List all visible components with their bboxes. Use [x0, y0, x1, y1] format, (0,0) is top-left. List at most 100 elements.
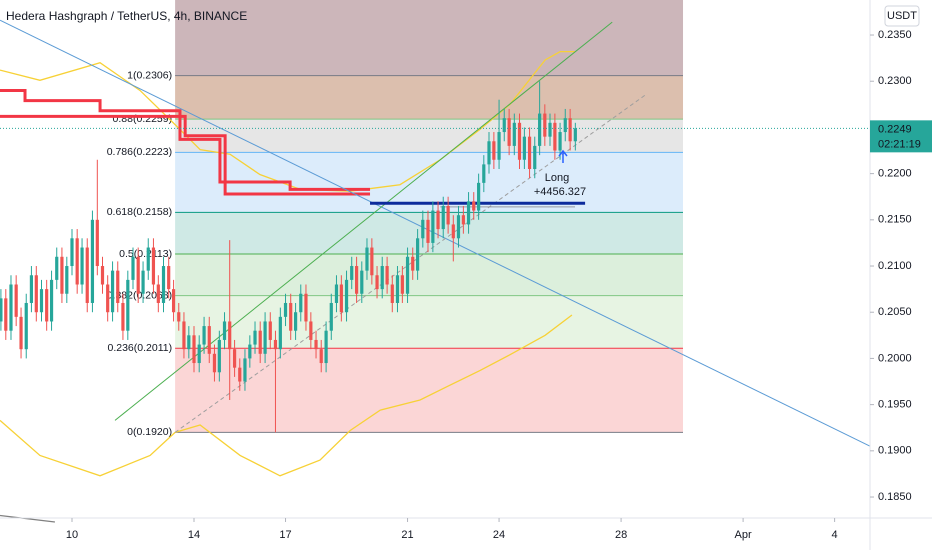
candle-body: [136, 256, 140, 294]
candle-body: [451, 224, 455, 239]
y-tick-label: 0.1850: [878, 491, 912, 503]
candle-body: [146, 247, 150, 271]
annotation-line: Long: [545, 172, 569, 184]
candle-body: [14, 284, 18, 317]
candle-body: [0, 298, 3, 322]
x-tick-label: 28: [615, 529, 627, 541]
candle-body: [293, 312, 298, 331]
candle-body: [563, 118, 567, 133]
overlay-line: [0, 314, 573, 477]
candle-body: [299, 293, 303, 313]
candle-body: [85, 247, 89, 303]
candle-body: [45, 289, 49, 322]
y-tick-label: 0.2000: [878, 352, 912, 364]
candle-body: [253, 330, 257, 345]
candle-body: [126, 279, 130, 331]
candle-body: [161, 266, 166, 303]
candle-body: [304, 293, 308, 322]
candle-body: [39, 289, 44, 313]
candle-body: [456, 215, 461, 239]
candle-body: [360, 270, 364, 294]
candle-body: [421, 219, 425, 239]
fib-label: 0(0.1920): [127, 426, 172, 438]
x-tick-label: 17: [279, 529, 291, 541]
candle-body: [283, 302, 288, 317]
candle-body: [65, 266, 69, 294]
fib-zone: [175, 254, 684, 296]
x-tick-label: 14: [188, 529, 200, 541]
candle-body: [192, 335, 196, 364]
candle-body: [543, 113, 547, 137]
candle-body: [106, 284, 110, 313]
candle-body: [232, 349, 237, 368]
candle-body: [263, 321, 267, 354]
x-tick-label: Apr: [735, 529, 752, 541]
fib-label: 0.618(0.2158): [107, 206, 172, 218]
y-tick-label: 0.2050: [878, 306, 912, 318]
candle-body: [207, 326, 211, 354]
candle-body: [4, 298, 8, 331]
candle-body: [29, 275, 34, 303]
candle-body: [482, 164, 486, 183]
candle-body: [131, 256, 135, 280]
candle-body: [167, 266, 171, 290]
candle-body: [60, 256, 64, 294]
candle-body: [141, 270, 145, 294]
candle-body: [477, 182, 481, 211]
last-price-tag: [870, 120, 932, 153]
candle-body: [538, 113, 542, 146]
candle-body: [248, 344, 252, 359]
candle-body: [416, 238, 420, 271]
candle-body: [55, 256, 59, 280]
candle-body: [156, 284, 160, 303]
candle-body: [329, 302, 333, 331]
y-tick-label: 0.2100: [878, 260, 912, 272]
candle-body: [573, 128, 577, 142]
candle-body: [151, 247, 156, 285]
candle-body: [95, 219, 99, 267]
currency: USDT: [887, 10, 917, 22]
candle-body: [212, 353, 217, 373]
candle-body: [100, 266, 105, 285]
candle-body: [375, 275, 379, 290]
candle-body: [90, 219, 95, 303]
candle-body: [472, 201, 476, 211]
candle-body: [497, 132, 501, 160]
candle-body: [49, 279, 54, 322]
candle-body: [350, 266, 354, 280]
overlay-line: [0, 88, 371, 191]
overlay-line: [174, 94, 646, 433]
candle-body: [385, 266, 389, 285]
overlay-line: [0, 114, 371, 196]
candle-body: [24, 302, 28, 350]
candle-body: [502, 118, 506, 133]
candle-body: [243, 358, 247, 382]
y-tick-label: 0.2200: [878, 168, 912, 180]
x-tick-label: 4: [832, 529, 838, 541]
candle-body: [319, 349, 323, 364]
candle-body: [395, 275, 400, 303]
y-tick-label: 0.2350: [878, 29, 912, 41]
candle-body: [426, 219, 430, 243]
candle-body: [441, 205, 445, 230]
candle-body: [370, 247, 374, 276]
overlay-line: [0, 19, 871, 447]
candle-body: [197, 344, 201, 364]
candle-body: [202, 326, 206, 345]
candle-body: [121, 302, 125, 331]
candle-body: [309, 321, 313, 340]
fib-label: 0.5(0.2113): [119, 248, 172, 260]
candle-body: [405, 256, 410, 294]
candle-body: [533, 145, 537, 170]
fib-label: 0.786(0.2223): [107, 146, 172, 158]
currency-box[interactable]: [884, 5, 920, 27]
candle-body: [400, 275, 404, 294]
candle-body: [217, 339, 221, 373]
candle-body: [380, 266, 384, 290]
candle-body: [390, 284, 394, 303]
candle-body: [339, 284, 343, 313]
candle-body: [222, 321, 227, 340]
fib-label: 0.88(0.2259): [113, 113, 173, 125]
candle-body: [238, 367, 242, 382]
